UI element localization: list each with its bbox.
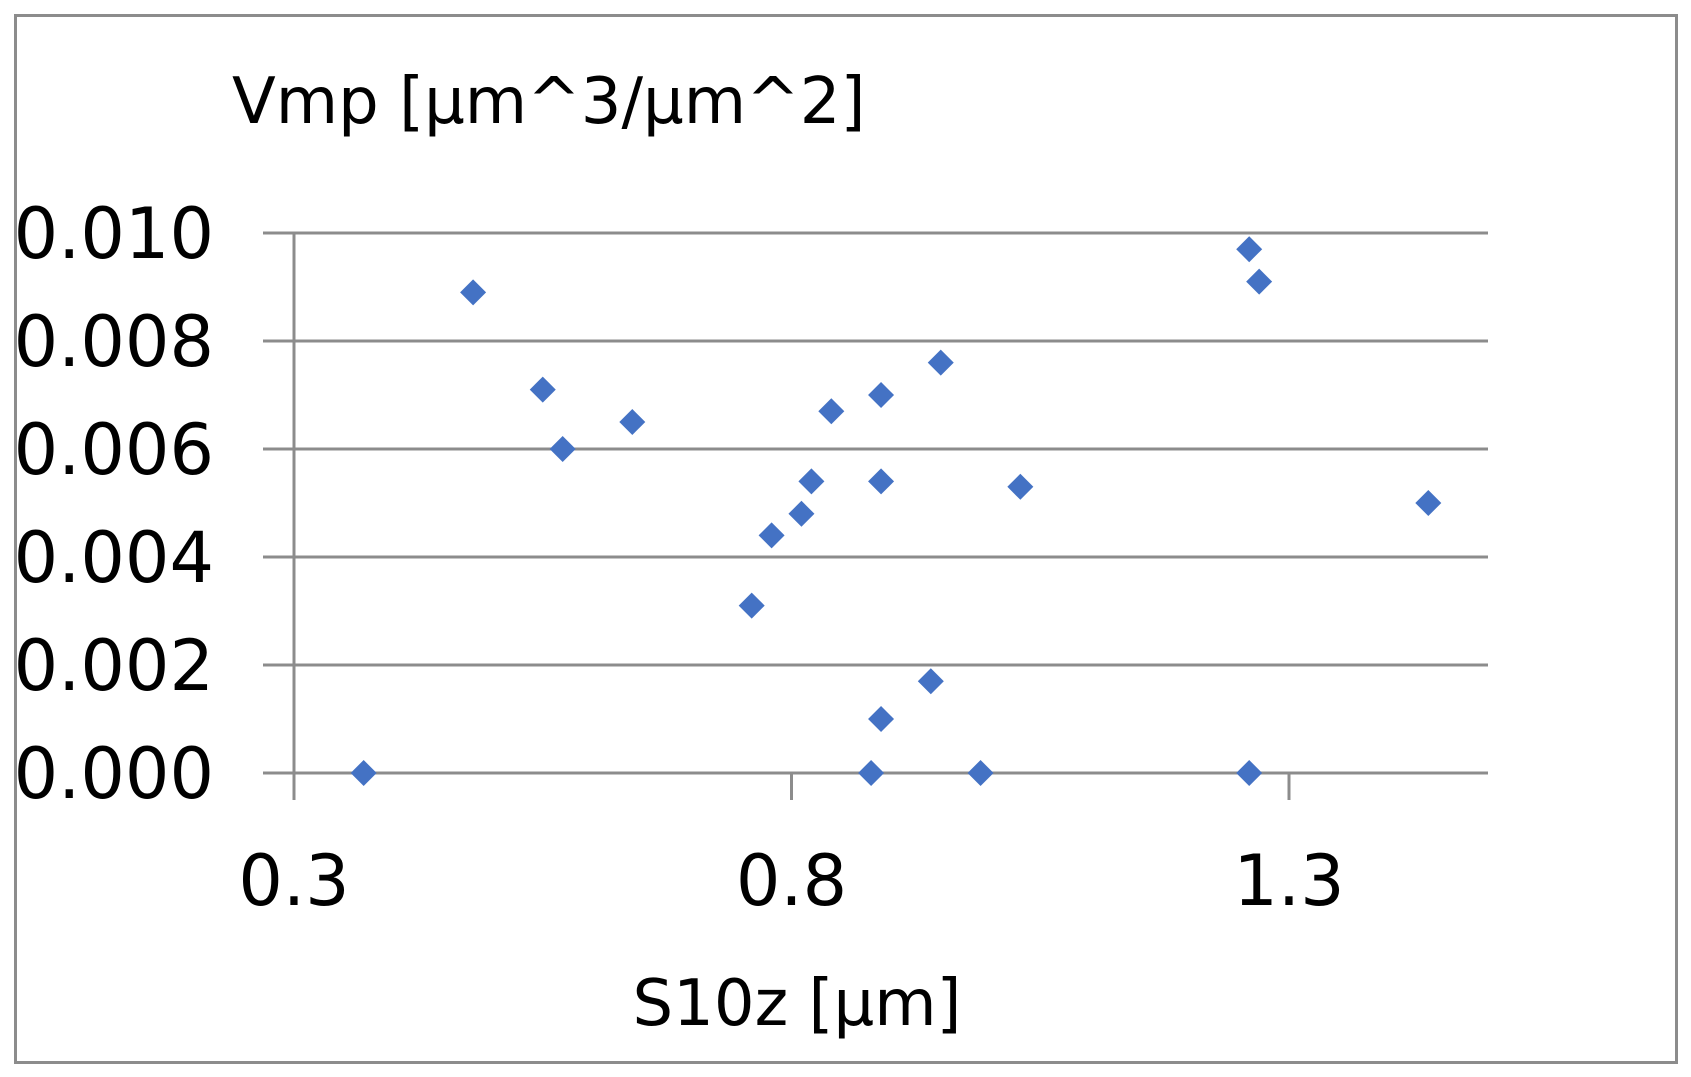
data-point [350, 760, 377, 786]
data-point [868, 468, 895, 495]
data-point [868, 706, 895, 732]
data-point [758, 522, 785, 549]
x-tick-labels: 0.3 0.8 1.3 [238, 840, 1344, 922]
y-tick-labels: 0.000 0.002 0.004 0.006 0.008 0.010 [14, 193, 214, 815]
y-axis-title: Vmp [μm^3/μm^2] [232, 65, 865, 139]
data-point [967, 760, 994, 786]
y-tick-label: 0.004 [14, 517, 214, 599]
data-point [738, 592, 765, 619]
y-tick-label: 0.000 [14, 733, 214, 815]
data-point [788, 500, 815, 527]
data-points [350, 236, 1442, 786]
data-point [1246, 268, 1273, 295]
data-point [818, 398, 845, 425]
data-point [1415, 490, 1442, 516]
data-point [619, 409, 646, 435]
y-tick-label: 0.010 [14, 193, 214, 275]
x-tick-label: 1.3 [1233, 840, 1344, 922]
x-tick-label: 0.3 [238, 840, 349, 922]
gridlines [263, 231, 1488, 775]
y-tick-label: 0.008 [14, 301, 214, 383]
data-point [917, 668, 944, 695]
data-point [529, 376, 556, 403]
axes [292, 233, 1291, 800]
chart-area [14, 14, 1678, 1064]
data-point [1236, 236, 1263, 263]
y-tick-label: 0.002 [14, 625, 214, 707]
data-point [460, 279, 487, 306]
data-point [1007, 473, 1034, 500]
data-point [1236, 760, 1263, 786]
x-tick-label: 0.8 [736, 840, 847, 922]
x-axis-title: S10z [μm] [633, 967, 962, 1041]
data-point [868, 382, 895, 408]
data-point [549, 436, 576, 462]
data-point [927, 349, 954, 376]
data-point [798, 468, 825, 495]
y-tick-label: 0.006 [14, 409, 214, 491]
data-point [858, 760, 885, 786]
